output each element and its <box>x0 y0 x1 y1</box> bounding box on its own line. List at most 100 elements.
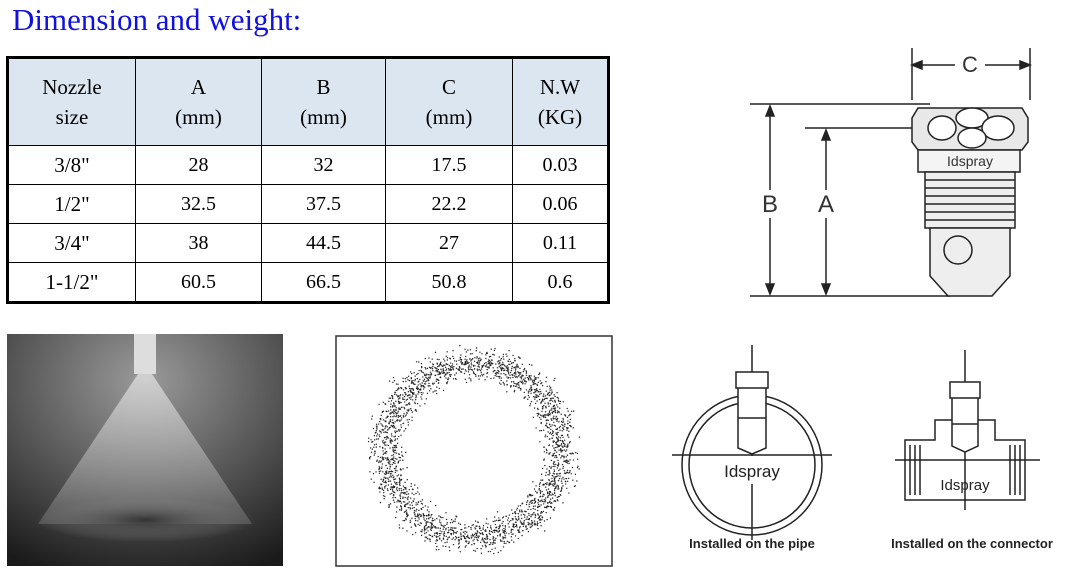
spray-dot <box>406 466 408 469</box>
spray-dot <box>544 411 547 413</box>
spray-dot <box>399 415 401 418</box>
spray-dot <box>468 537 471 540</box>
spray-dot <box>538 485 541 488</box>
spray-dot <box>409 521 411 523</box>
spray-dot <box>480 552 483 554</box>
spray-dot <box>505 365 507 368</box>
spray-dot <box>414 402 416 405</box>
data-row: 1/2" 32.5 37.5 22.2 0.06 <box>7 184 609 224</box>
spray-dot <box>487 523 489 525</box>
spray-dot <box>459 523 462 526</box>
spray-dot <box>484 379 486 381</box>
spray-dot <box>512 517 514 520</box>
spray-dot <box>464 530 466 533</box>
spray-dot <box>435 370 437 372</box>
spray-dot <box>454 538 456 541</box>
spray-dot <box>424 505 427 507</box>
spray-dot <box>473 549 475 552</box>
header-row: Nozzle size A (mm) B (mm) C (mm) N.W (KG) <box>7 57 609 146</box>
spray-dot <box>510 530 512 532</box>
spray-dot <box>557 465 559 467</box>
spray-dot <box>415 502 417 504</box>
spray-dot <box>407 375 410 377</box>
spray-dot <box>422 376 424 378</box>
spray-dot <box>431 522 433 524</box>
spray-dot <box>374 450 376 453</box>
spray-dot <box>508 533 510 535</box>
spray-dot <box>390 412 393 414</box>
spray-dot <box>560 434 563 437</box>
spray-dot <box>477 365 479 368</box>
spray-dot <box>521 380 523 382</box>
spray-dot <box>378 467 381 469</box>
spray-dot <box>550 393 553 395</box>
spray-dot <box>464 358 466 360</box>
spray-dot <box>463 363 465 365</box>
spray-dot <box>391 397 394 400</box>
spray-dot <box>546 393 549 396</box>
spray-dot <box>420 366 423 369</box>
spray-dot <box>373 446 375 448</box>
spray-dot <box>406 497 409 499</box>
spray-dot <box>385 473 387 475</box>
header-cell: N.W (KG) <box>512 57 609 146</box>
spray-dot <box>452 533 455 535</box>
header-text: (mm) <box>425 105 473 129</box>
spray-dot <box>552 462 555 465</box>
spray-dot <box>474 373 477 376</box>
spray-dot <box>477 539 479 542</box>
spray-dot <box>578 436 581 438</box>
spray-dot <box>394 483 397 485</box>
spray-dot <box>492 520 494 523</box>
spray-dot <box>553 394 555 396</box>
spray-dot <box>389 419 391 421</box>
cell: 0.03 <box>512 145 609 185</box>
spray-dot <box>562 436 564 439</box>
spray-dot <box>410 390 412 393</box>
spray-dot <box>554 500 557 503</box>
spray-dot <box>389 480 392 482</box>
spray-dot <box>489 525 492 527</box>
spray-dot <box>409 389 411 392</box>
spray-dot <box>450 527 452 529</box>
cell: 32 <box>261 145 386 185</box>
spray-dot <box>459 367 461 369</box>
spray-dot <box>492 353 494 356</box>
spray-dot <box>516 363 518 366</box>
spray-dot <box>411 381 414 383</box>
spray-dot <box>451 366 454 368</box>
spray-dot <box>505 542 507 545</box>
spray-dot <box>466 536 469 538</box>
spray-dot <box>379 501 382 504</box>
spray-dot <box>452 378 455 380</box>
spray-dot <box>426 538 429 540</box>
spray-dot <box>446 523 448 525</box>
spray-dot <box>541 415 543 417</box>
spray-dot <box>406 419 408 421</box>
spray-dot <box>500 377 502 379</box>
spray-dot <box>400 488 402 490</box>
spray-dot <box>410 483 413 485</box>
spray-dot <box>381 456 384 458</box>
spray-dot <box>563 460 566 462</box>
spray-dot <box>514 368 517 370</box>
spray-dot <box>567 477 570 480</box>
spray-dot <box>527 518 529 520</box>
spray-dot <box>551 445 554 447</box>
spray-dot <box>415 394 417 396</box>
spray-dot <box>489 538 491 541</box>
spray-dot <box>389 503 392 505</box>
spray-dot <box>378 468 380 471</box>
spray-dot <box>540 473 543 475</box>
spray-dot <box>391 454 393 457</box>
spray-dot <box>485 518 488 520</box>
spray-dot <box>563 425 566 428</box>
spray-dot <box>552 405 555 408</box>
spray-dot <box>379 491 381 493</box>
spray-dot <box>399 484 401 487</box>
spray-dot <box>531 524 534 527</box>
spray-dot <box>407 421 409 423</box>
spray-dot <box>403 406 405 409</box>
spray-dot <box>524 383 526 385</box>
spray-dot <box>540 422 542 425</box>
